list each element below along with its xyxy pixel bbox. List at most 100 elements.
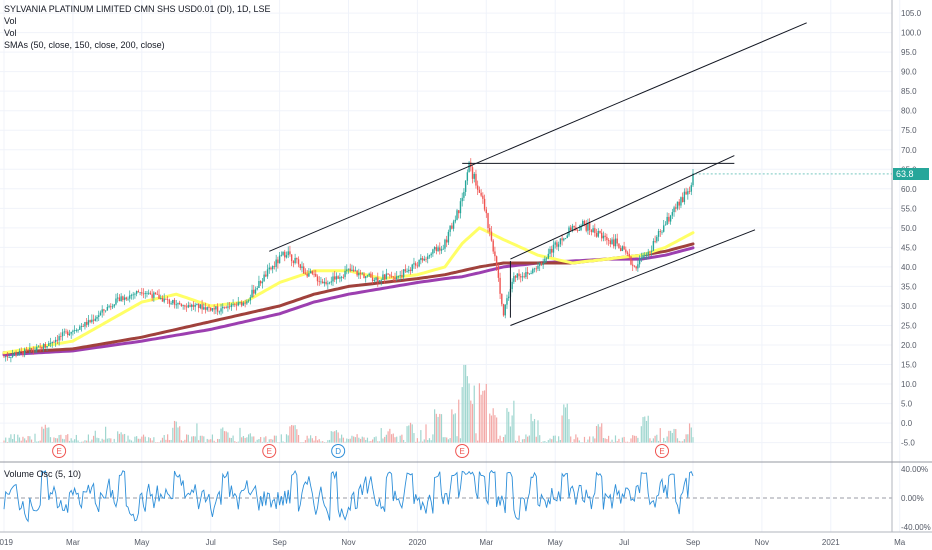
volume-bar	[418, 441, 420, 443]
volume-bar	[580, 442, 582, 443]
candle-body	[390, 275, 393, 277]
candle-body	[161, 297, 164, 302]
candle-body	[237, 302, 239, 306]
volume-bar	[568, 419, 570, 443]
trendline[interactable]	[510, 155, 735, 260]
candle-body	[492, 240, 494, 252]
volume-bar	[86, 440, 88, 443]
candle-body	[330, 281, 332, 283]
legend-vol-2[interactable]: Vol	[4, 28, 17, 38]
candle-body	[566, 235, 568, 238]
candle-body	[480, 192, 482, 196]
candle-body	[485, 209, 487, 214]
volume-bar	[458, 399, 460, 443]
trendline[interactable]	[510, 229, 756, 326]
volume-bar	[366, 437, 369, 443]
candle-body	[96, 316, 98, 319]
volume-bar	[471, 404, 474, 443]
volume-bar	[444, 437, 446, 443]
volume-bar	[167, 434, 169, 443]
candle-body	[282, 251, 284, 255]
volume-bar	[680, 441, 682, 443]
volume-bar	[499, 435, 501, 443]
candle-body	[301, 266, 303, 268]
candle-body	[433, 247, 436, 250]
volume-bar	[235, 441, 238, 443]
volume-bar	[594, 438, 596, 443]
event-marker[interactable]	[331, 444, 346, 458]
volume-bar	[508, 411, 510, 443]
legend-vol-1[interactable]: Vol	[4, 16, 17, 26]
candle-body	[213, 308, 215, 310]
volume-bar	[134, 436, 136, 443]
oscillator-label[interactable]: Volume Osc (5, 10)	[4, 469, 82, 479]
volume-bar	[451, 409, 453, 443]
volume-bar	[187, 434, 189, 443]
candle-body	[98, 315, 100, 317]
candle-body	[280, 254, 283, 256]
volume-bar	[644, 416, 646, 443]
candle-body	[242, 302, 245, 306]
chart-legend: SYLVANIA PLATINUM LIMITED CMN SHS USD0.0…	[4, 3, 271, 51]
volume-bar	[492, 408, 494, 443]
candle-body	[220, 308, 222, 312]
candle-body	[366, 275, 369, 277]
candle-body	[34, 350, 36, 352]
candle-body	[671, 212, 674, 216]
candle-body	[44, 343, 47, 348]
volume-bar	[313, 440, 315, 443]
event-marker[interactable]	[262, 444, 277, 458]
candle-body	[261, 281, 264, 284]
volume-bar	[292, 425, 294, 443]
volume-bar	[378, 441, 381, 443]
volume-bar	[156, 442, 158, 443]
event-marker[interactable]	[455, 444, 470, 458]
event-marker[interactable]	[654, 444, 669, 458]
candle-body	[611, 239, 613, 245]
candle-body	[630, 256, 632, 265]
volume-bar	[20, 440, 22, 443]
symbol-title[interactable]: SYLVANIA PLATINUM LIMITED CMN SHS USD0.0…	[4, 4, 271, 14]
candle-body	[194, 304, 196, 307]
event-marker[interactable]	[52, 444, 67, 458]
volume-bar	[327, 440, 329, 443]
volume-bar	[385, 434, 387, 443]
volume-bar	[542, 441, 544, 443]
volume-bar	[442, 437, 444, 443]
candle-body	[289, 251, 291, 255]
volume-bar	[227, 432, 229, 443]
candle-body	[559, 238, 562, 245]
volume-bar	[514, 440, 517, 443]
volume-bar	[165, 439, 167, 443]
candle-body	[461, 197, 463, 202]
volume-bar	[509, 426, 512, 443]
candle-body	[685, 191, 687, 195]
volume-bar	[70, 438, 72, 443]
candle-body	[554, 242, 556, 245]
candle-body	[165, 298, 167, 300]
candle-body	[385, 273, 388, 280]
candle-body	[196, 303, 198, 305]
volume-bar	[485, 383, 487, 443]
candle-body	[377, 277, 379, 282]
candle-body	[118, 297, 121, 302]
volume-bar	[670, 430, 672, 443]
candle-body	[135, 291, 138, 294]
candle-body	[339, 277, 341, 279]
volume-bar	[208, 439, 210, 443]
volume-bar	[182, 441, 184, 443]
volume-bar	[613, 441, 615, 443]
time-tick-label: Nov	[341, 538, 355, 547]
candle-body	[259, 281, 262, 284]
volume-bar	[611, 439, 613, 443]
trendlines[interactable]	[269, 22, 807, 326]
trendline[interactable]	[269, 22, 807, 252]
candle-body	[475, 173, 477, 186]
candle-body	[664, 224, 667, 226]
candle-body	[568, 227, 570, 236]
legend-smas[interactable]: SMAs (50, close, 150, close, 200, close)	[4, 40, 165, 50]
volume-bar	[461, 387, 463, 443]
volume-bar	[599, 426, 601, 443]
